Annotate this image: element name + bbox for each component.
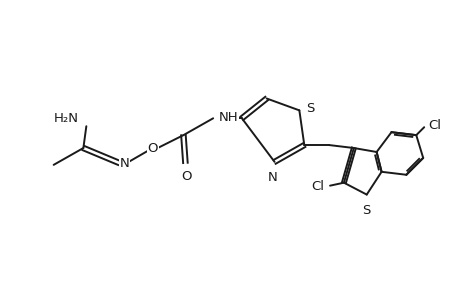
Text: S: S xyxy=(306,102,314,115)
Text: Cl: Cl xyxy=(427,119,440,132)
Text: Cl: Cl xyxy=(310,180,324,193)
Text: S: S xyxy=(362,203,370,217)
Text: N: N xyxy=(267,171,277,184)
Text: O: O xyxy=(181,170,191,183)
Text: N: N xyxy=(120,158,129,170)
Text: NH: NH xyxy=(218,111,238,124)
Text: O: O xyxy=(147,142,157,154)
Text: H₂N: H₂N xyxy=(54,112,79,125)
